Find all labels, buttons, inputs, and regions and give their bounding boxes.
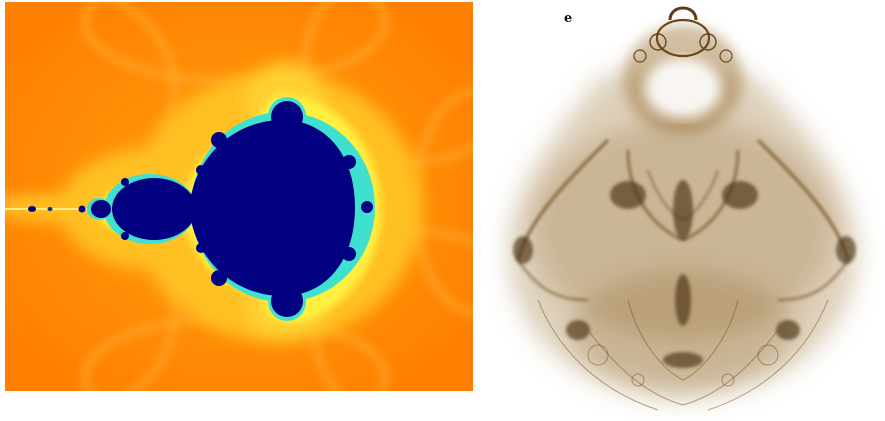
buddhabrot-filaments <box>537 299 829 411</box>
panel-label: e <box>564 11 573 26</box>
buddhabrot-image: e <box>478 0 885 421</box>
mandelbrot-image <box>5 2 473 391</box>
mandelbrot-interior <box>78 101 373 317</box>
buddhabrot-canvas <box>478 0 885 421</box>
mandelbrot-canvas <box>5 2 473 391</box>
buddhabrot-details <box>513 180 856 368</box>
buddhabrot-head <box>623 6 743 135</box>
